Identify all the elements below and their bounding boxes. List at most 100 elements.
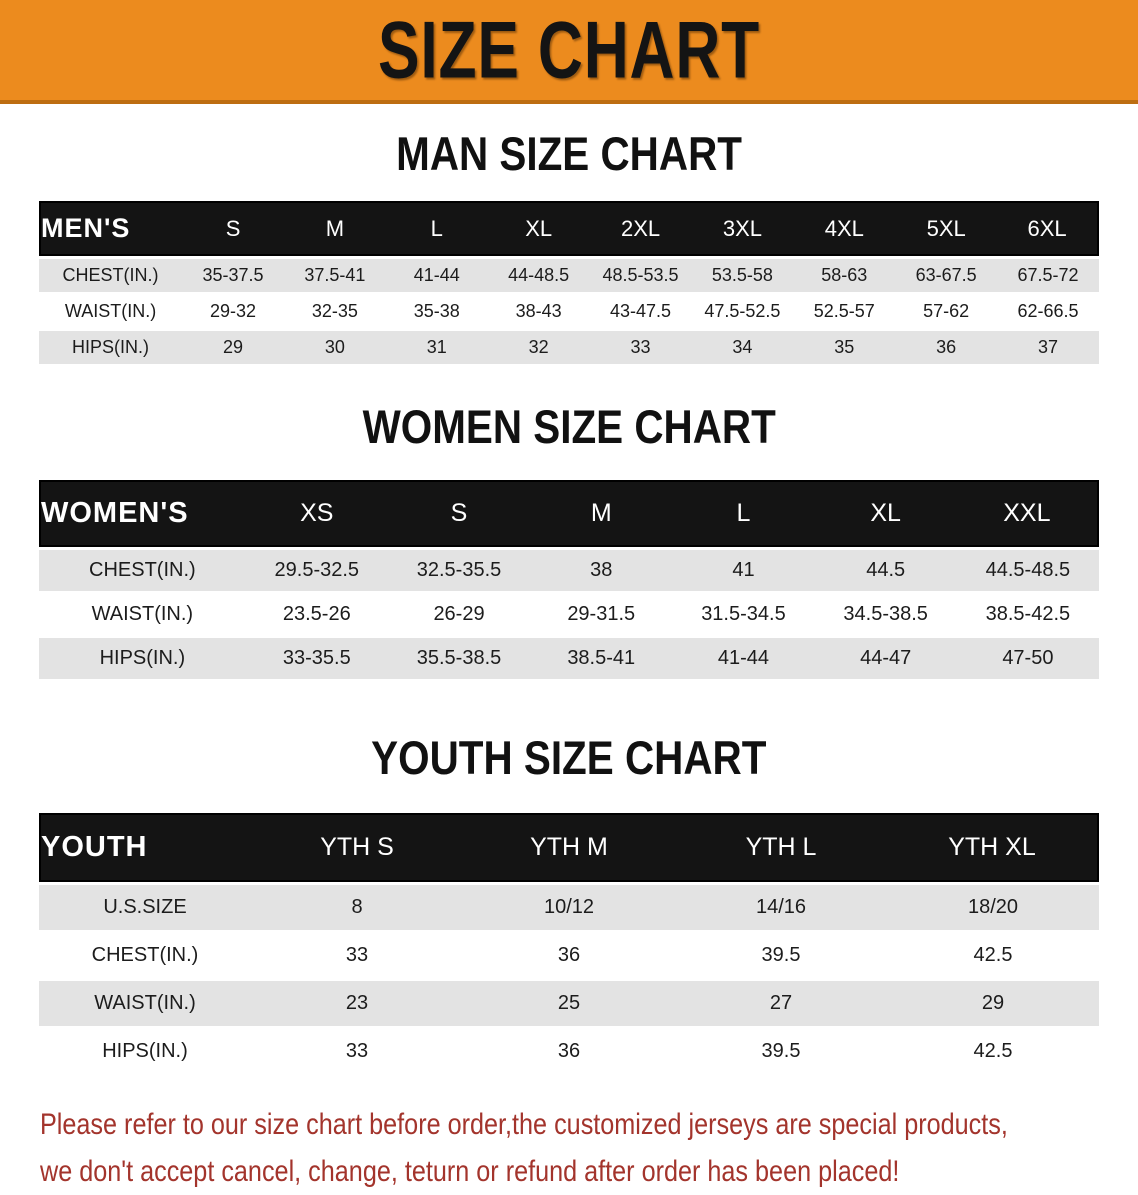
size-group-label: WOMEN'S (39, 480, 246, 547)
table-row: HIPS(IN.) 29 30 31 32 33 34 35 36 37 (39, 331, 1099, 364)
value-cell: 33 (589, 331, 692, 364)
value-cell: 39.5 (675, 933, 887, 978)
size-group-label: YOUTH (39, 813, 251, 882)
size-table-header-row: MEN'S S M L XL 2XL 3XL 4XL 5XL 6XL (39, 201, 1099, 256)
row-label-cell: U.S.SIZE (39, 885, 251, 930)
value-cell: 32-35 (283, 295, 386, 328)
table-row: CHEST(IN.) 35-37.5 37.5-41 41-44 44-48.5 48.5… (39, 259, 1099, 292)
value-cell: 32 (487, 331, 590, 364)
value-cell: 35-38 (385, 295, 488, 328)
value-cell: 42.5 (887, 1029, 1099, 1074)
value-cell: 47-50 (956, 638, 1099, 679)
value-cell: 37 (997, 331, 1099, 364)
size-column-header: YTH XL (887, 813, 1099, 882)
value-cell: 34.5-38.5 (814, 594, 957, 635)
table-row: HIPS(IN.) 33-35.5 35.5-38.5 38.5-41 41-44 44-… (39, 638, 1099, 679)
row-label-cell: CHEST(IN.) (39, 259, 183, 292)
size-column-header: 4XL (793, 201, 896, 256)
value-cell: 35 (793, 331, 896, 364)
size-column-header: YTH M (463, 813, 675, 882)
women-section-heading: WOMEN SIZE CHART (0, 401, 1138, 453)
footer-note-line-2: we don't accept cancel, change, teturn o… (40, 1155, 900, 1188)
youth-size-table: YOUTH YTH S YTH M YTH L YTH XL U.S.SIZE 8 10/12… (39, 810, 1099, 1077)
table-row: CHEST(IN.) 29.5-32.5 32.5-35.5 38 41 44.5 44.5… (39, 550, 1099, 591)
row-label-cell: WAIST(IN.) (39, 295, 183, 328)
size-column-header: YTH S (251, 813, 463, 882)
value-cell: 23 (251, 981, 463, 1026)
men-section-heading: MAN SIZE CHART (0, 128, 1138, 180)
value-cell: 43-47.5 (589, 295, 692, 328)
size-column-header: XS (245, 480, 388, 547)
size-column-header: L (385, 201, 488, 256)
value-cell: 29.5-32.5 (245, 550, 388, 591)
size-column-header: YTH L (675, 813, 887, 882)
value-cell: 57-62 (895, 295, 998, 328)
table-row: WAIST(IN.) 23 25 27 29 (39, 981, 1099, 1026)
youth-section-heading-text: YOUTH SIZE CHART (371, 731, 767, 784)
size-column-header: 6XL (997, 201, 1099, 256)
value-cell: 38.5-42.5 (956, 594, 1099, 635)
size-column-header: S (387, 480, 531, 547)
value-cell: 67.5-72 (997, 259, 1099, 292)
value-cell: 14/16 (675, 885, 887, 930)
value-cell: 10/12 (463, 885, 675, 930)
value-cell: 31 (385, 331, 488, 364)
value-cell: 36 (463, 1029, 675, 1074)
footer-note: Please refer to our size chart before or… (40, 1101, 1138, 1195)
size-column-header: S (182, 201, 284, 256)
value-cell: 38.5-41 (530, 638, 673, 679)
value-cell: 36 (463, 933, 675, 978)
size-column-header: XL (487, 201, 590, 256)
value-cell: 31.5-34.5 (672, 594, 815, 635)
banner-title: SIZE CHART (377, 4, 761, 96)
size-column-header: 2XL (589, 201, 692, 256)
value-cell: 33 (251, 933, 463, 978)
table-row: U.S.SIZE 8 10/12 14/16 18/20 (39, 885, 1099, 930)
size-table-header-row: YOUTH YTH S YTH M YTH L YTH XL (39, 813, 1099, 882)
women-section-heading-text: WOMEN SIZE CHART (362, 400, 776, 453)
value-cell: 29 (182, 331, 284, 364)
men-section-heading-text: MAN SIZE CHART (396, 127, 742, 180)
value-cell: 30 (283, 331, 386, 364)
value-cell: 8 (251, 885, 463, 930)
value-cell: 38 (530, 550, 673, 591)
size-table-header-row: WOMEN'S XS S M L XL XXL (39, 480, 1099, 547)
size-column-header: L (672, 480, 815, 547)
value-cell: 29-32 (182, 295, 284, 328)
size-column-header: XL (814, 480, 957, 547)
value-cell: 23.5-26 (245, 594, 388, 635)
value-cell: 52.5-57 (793, 295, 896, 328)
value-cell: 63-67.5 (895, 259, 998, 292)
row-label-cell: HIPS(IN.) (39, 1029, 251, 1074)
youth-section-heading: YOUTH SIZE CHART (0, 732, 1138, 784)
value-cell: 32.5-35.5 (387, 550, 531, 591)
value-cell: 44-48.5 (487, 259, 590, 292)
value-cell: 27 (675, 981, 887, 1026)
size-column-header: M (530, 480, 673, 547)
table-row: CHEST(IN.) 33 36 39.5 42.5 (39, 933, 1099, 978)
value-cell: 47.5-52.5 (691, 295, 794, 328)
value-cell: 35-37.5 (182, 259, 284, 292)
row-label-cell: HIPS(IN.) (39, 638, 246, 679)
value-cell: 36 (895, 331, 998, 364)
value-cell: 41-44 (385, 259, 488, 292)
value-cell: 25 (463, 981, 675, 1026)
row-label-cell: WAIST(IN.) (39, 594, 246, 635)
row-label-cell: CHEST(IN.) (39, 550, 246, 591)
value-cell: 33-35.5 (245, 638, 388, 679)
table-row: HIPS(IN.) 33 36 39.5 42.5 (39, 1029, 1099, 1074)
footer-note-line-1: Please refer to our size chart before or… (40, 1108, 1008, 1141)
value-cell: 26-29 (387, 594, 531, 635)
size-column-header: 5XL (895, 201, 998, 256)
value-cell: 34 (691, 331, 794, 364)
value-cell: 42.5 (887, 933, 1099, 978)
value-cell: 39.5 (675, 1029, 887, 1074)
value-cell: 48.5-53.5 (589, 259, 692, 292)
value-cell: 29-31.5 (530, 594, 673, 635)
value-cell: 37.5-41 (283, 259, 386, 292)
value-cell: 58-63 (793, 259, 896, 292)
value-cell: 29 (887, 981, 1099, 1026)
size-group-label: MEN'S (39, 201, 183, 256)
value-cell: 33 (251, 1029, 463, 1074)
value-cell: 44-47 (814, 638, 957, 679)
